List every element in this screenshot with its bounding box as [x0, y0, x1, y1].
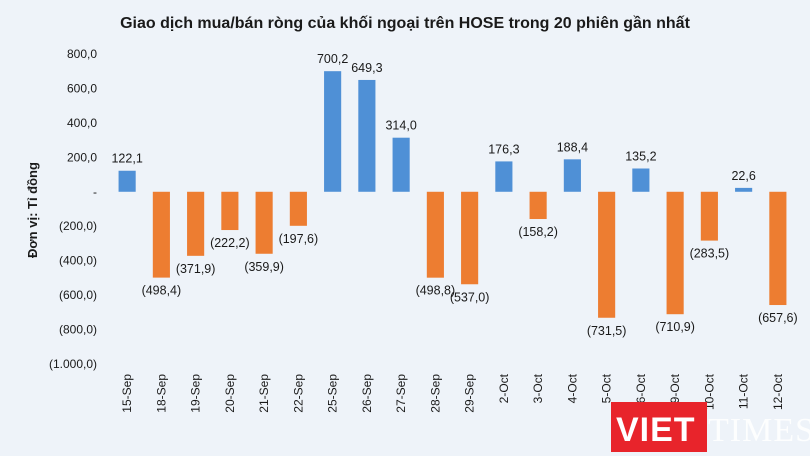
bar [495, 161, 513, 192]
y-tick-label: (200,0) [59, 219, 97, 233]
data-label: (710,9) [655, 320, 695, 334]
x-axis-ticks: 15-Sep 18-Sep 19-Sep 20-Sep 21-Sep 22-Sep 25-S… [120, 373, 785, 412]
bars [118, 71, 787, 318]
data-label: (158,2) [518, 225, 558, 239]
bar [461, 191, 479, 285]
x-tick-label: 9-Oct [668, 373, 682, 403]
bar [221, 191, 239, 231]
data-label: 22,6 [731, 169, 755, 183]
x-tick-label: 21-Sep [257, 374, 271, 413]
bar [632, 168, 650, 192]
x-tick-label: 6-Oct [634, 373, 648, 403]
y-tick-label: 800,0 [67, 47, 97, 61]
y-tick-label: (400,0) [59, 254, 97, 268]
data-label: (498,8) [416, 284, 456, 298]
data-label: (498,4) [142, 284, 182, 298]
bar [735, 187, 753, 192]
x-tick-label: 22-Sep [291, 374, 305, 413]
bar [563, 159, 581, 192]
x-tick-label: 19-Sep [189, 374, 203, 413]
data-label: (371,9) [176, 262, 216, 276]
y-tick-label: - [93, 185, 97, 199]
data-label: 135,2 [625, 149, 656, 163]
logo-viet-text: VIET [616, 411, 696, 449]
bar [769, 191, 787, 306]
data-label: (359,9) [244, 260, 284, 274]
x-tick-label: 18-Sep [154, 374, 168, 413]
x-tick-label: 20-Sep [223, 374, 237, 413]
bar [666, 191, 684, 315]
data-label: (197,6) [279, 232, 319, 246]
data-label: (731,5) [587, 324, 627, 338]
y-tick-label: 200,0 [67, 150, 97, 164]
x-tick-label: 28-Sep [428, 374, 442, 413]
data-label: (657,6) [758, 311, 798, 325]
data-label: 700,2 [317, 52, 348, 66]
x-tick-label: 29-Sep [463, 374, 477, 413]
data-label: 649,3 [351, 61, 382, 75]
x-tick-label: 10-Oct [702, 373, 716, 410]
bar [118, 170, 136, 192]
logo-times-text: TIMES [708, 412, 810, 449]
x-tick-label: 4-Oct [565, 373, 579, 403]
y-axis-label: Đơn vị: Tỉ đồng [25, 162, 40, 258]
bar [598, 191, 616, 318]
bar [289, 191, 307, 226]
x-tick-label: 2-Oct [497, 373, 511, 403]
x-tick-label: 12-Oct [771, 373, 785, 410]
data-label: 176,3 [488, 142, 519, 156]
bar [392, 137, 410, 192]
bar [255, 191, 273, 254]
logo-red-block [611, 402, 707, 452]
y-axis-ticks: 800,0 600,0 400,0 200,0 - (200,0) (400,0) (600,… [49, 47, 97, 371]
y-tick-label: (1.000,0) [49, 357, 97, 371]
data-labels: 122,1 (498,4) (371,9) (222,2) (359,9) (197,6)… [111, 52, 797, 338]
data-label: 122,1 [111, 152, 142, 166]
bar [152, 191, 170, 278]
data-label: 188,4 [557, 140, 588, 154]
viettimes-logo: VIET TIMES [611, 402, 810, 452]
x-tick-label: 25-Sep [326, 374, 340, 413]
x-tick-label: 15-Sep [120, 374, 134, 413]
data-label: 314,0 [385, 119, 416, 133]
y-tick-label: 400,0 [67, 116, 97, 130]
bar [324, 71, 342, 192]
x-tick-label: 27-Sep [394, 374, 408, 413]
x-tick-label: 11-Oct [737, 373, 751, 409]
bar [700, 191, 718, 241]
data-label: (537,0) [450, 290, 490, 304]
data-label: (222,2) [210, 236, 250, 250]
data-label: (283,5) [690, 247, 730, 261]
y-tick-label: (800,0) [59, 323, 97, 337]
bar [358, 79, 376, 192]
bar [187, 191, 205, 256]
y-tick-label: (600,0) [59, 288, 97, 302]
x-tick-label: 5-Oct [600, 373, 614, 403]
x-tick-label: 26-Sep [360, 374, 374, 413]
bar [426, 191, 444, 278]
chart-title: Giao dịch mua/bán ròng của khối ngoại tr… [120, 15, 691, 32]
x-tick-label: 3-Oct [531, 373, 545, 403]
bar [529, 191, 547, 220]
y-tick-label: 600,0 [67, 81, 97, 95]
